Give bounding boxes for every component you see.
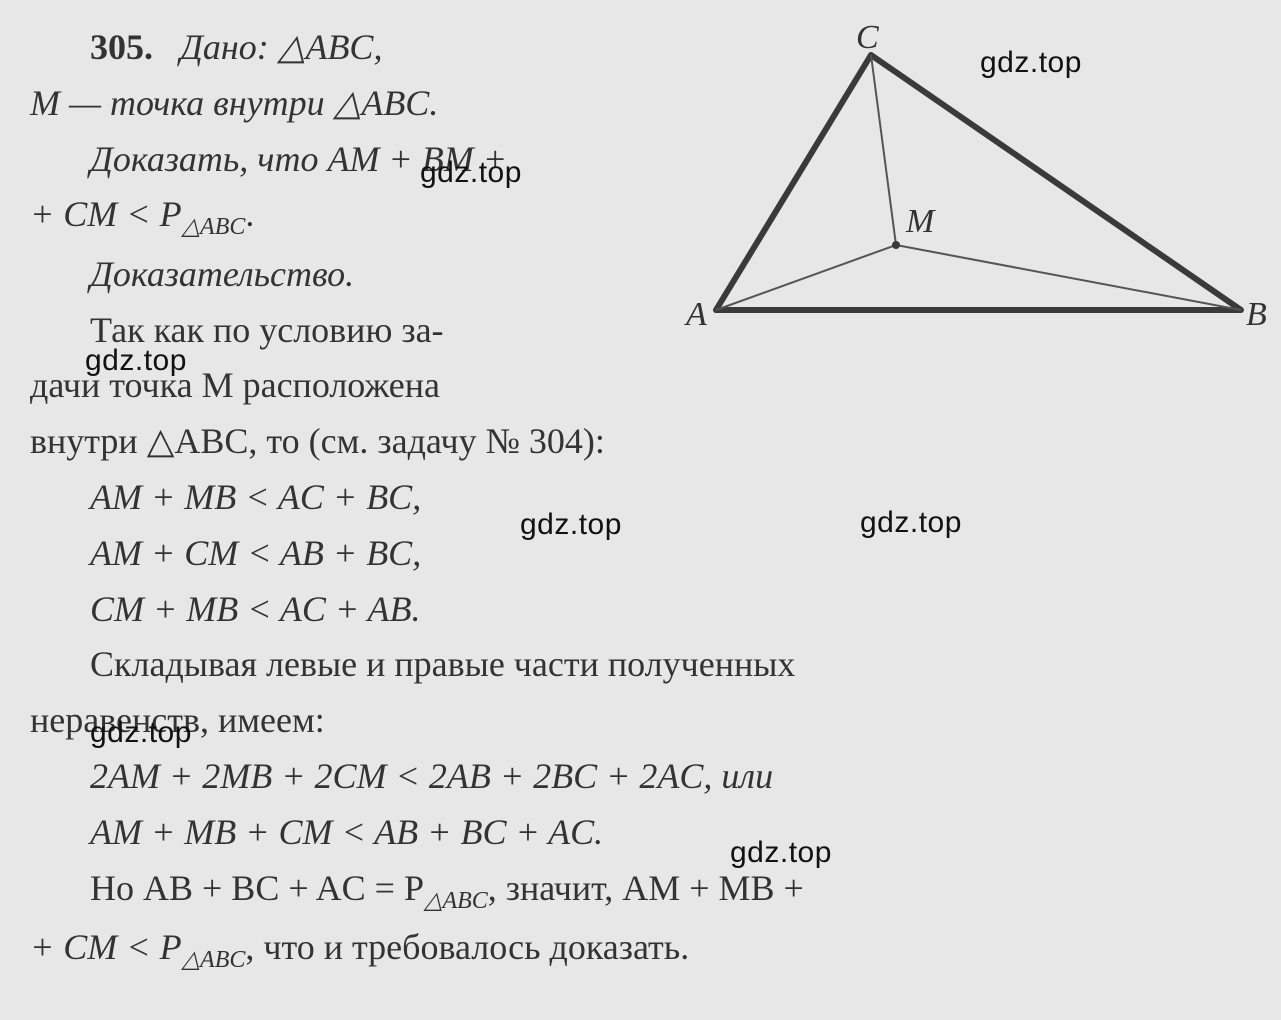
given-label: Дано: bbox=[180, 27, 269, 67]
problem-number: 305. bbox=[90, 27, 153, 67]
watermark: gdz.top bbox=[90, 710, 192, 757]
ineq-2: AM + CM < AB + BC, bbox=[30, 526, 1241, 582]
svg-text:M: M bbox=[905, 203, 936, 240]
svg-text:B: B bbox=[1246, 296, 1267, 333]
proof-p2b: неравенств, имеем: bbox=[30, 693, 1241, 749]
sum-1: 2AM + 2MB + 2CM < 2AB + 2BC + 2AC, или bbox=[30, 749, 1241, 805]
triangle-figure: A B C M bbox=[681, 20, 1271, 350]
given-rest: △ABC, bbox=[278, 27, 383, 67]
ineq-1: AM + MB < AC + BC, bbox=[30, 470, 1241, 526]
watermark: gdz.top bbox=[85, 338, 187, 385]
proof-p1b: дачи точка M расположена bbox=[30, 358, 1241, 414]
triangle-svg: A B C M bbox=[681, 20, 1271, 350]
svg-text:C: C bbox=[856, 20, 879, 56]
proof-p3a: Но AB + BC + AC = P△ABC, значит, AM + MB… bbox=[30, 861, 1241, 920]
page-root: gdz.top gdz.top gdz.top gdz.top gdz.top … bbox=[0, 0, 1281, 1020]
watermark: gdz.top bbox=[520, 502, 622, 549]
proof-p3b: + CM < P△ABC, что и требовалось доказать… bbox=[30, 920, 1241, 979]
sum-2: AM + MB + CM < AB + BC + AC. bbox=[30, 805, 1241, 861]
svg-text:A: A bbox=[684, 296, 707, 333]
prove-label: Доказать, что bbox=[90, 139, 327, 179]
ineq-3: CM + MB < AC + AB. bbox=[30, 582, 1241, 638]
watermark: gdz.top bbox=[420, 150, 522, 197]
watermark: gdz.top bbox=[860, 500, 962, 547]
proof-p1c: внутри △ABC, то (см. задачу № 304): bbox=[30, 414, 1241, 470]
proof-p2a: Складывая левые и правые части полученны… bbox=[30, 637, 1241, 693]
watermark: gdz.top bbox=[730, 830, 832, 877]
